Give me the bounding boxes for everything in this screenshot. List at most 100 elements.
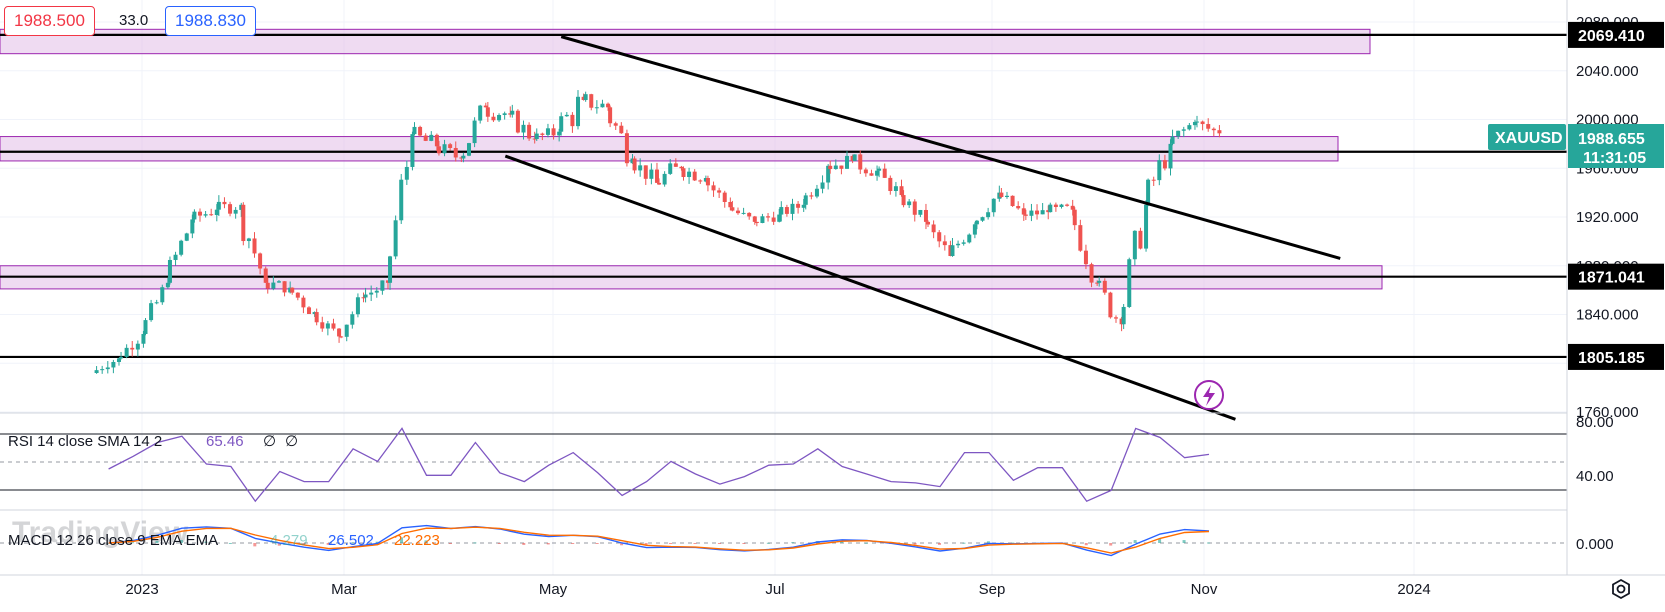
- macd-hist-bar: [1011, 542, 1015, 544]
- candle-body: [233, 209, 238, 214]
- level-tag-text: 2069.410: [1578, 28, 1645, 45]
- candle-body: [852, 154, 857, 161]
- candle-body: [1138, 230, 1143, 249]
- candle-body: [638, 165, 643, 171]
- candle-body: [1040, 210, 1045, 215]
- chart-settings-button[interactable]: [1606, 574, 1636, 604]
- macd-hist-bar: [571, 543, 575, 544]
- candle-body: [423, 135, 428, 141]
- candle-body: [307, 307, 312, 315]
- rsi-pane: RSI 14 close SMA 14 2 65.46 ∅ ∅: [0, 412, 1570, 503]
- candle-body: [594, 107, 599, 109]
- candle-body: [540, 133, 545, 135]
- macd-hist-bar: [840, 541, 844, 543]
- macd-hist-bar: [131, 542, 135, 544]
- candle-body: [252, 238, 257, 254]
- candle-body: [779, 207, 784, 215]
- candle-body: [790, 203, 795, 214]
- price-axis[interactable]: 2080.0002040.0002000.0001960.0001920.000…: [1488, 0, 1665, 575]
- candle-body: [510, 110, 515, 115]
- gear-icon: [1612, 578, 1630, 600]
- candle-body: [948, 245, 953, 256]
- candle-body: [833, 165, 838, 170]
- candle-body: [1132, 230, 1137, 260]
- time-axis[interactable]: 2023 Mar May Jul Sep Nov 2024: [0, 574, 1665, 612]
- candle-body: [222, 201, 227, 205]
- candle-body: [937, 232, 942, 242]
- candle-body: [1119, 318, 1124, 325]
- macd-hist-bar: [1207, 542, 1211, 544]
- horizontal-levels: [0, 33, 1567, 359]
- candle-body: [410, 134, 415, 167]
- candle-body: [803, 195, 808, 205]
- candle-body: [869, 173, 874, 176]
- current-price-tag: 1988.655 11:31:05: [1568, 124, 1664, 168]
- candle-body: [165, 282, 170, 288]
- candle-body: [1181, 129, 1186, 131]
- candle-body: [119, 356, 124, 359]
- candle-body: [722, 192, 727, 202]
- candle-body: [1016, 206, 1021, 209]
- candle-body: [888, 177, 893, 191]
- candle-body: [124, 347, 129, 357]
- candle-body: [926, 221, 931, 225]
- candle-body: [692, 171, 697, 181]
- candle-body: [705, 178, 710, 186]
- candle-body: [551, 128, 556, 136]
- candle-body: [997, 192, 1002, 199]
- time-label-nov: Nov: [1191, 581, 1218, 598]
- candle-body: [173, 254, 178, 260]
- time-label-sep: Sep: [979, 581, 1006, 598]
- time-label-2023: 2023: [125, 581, 158, 598]
- signal-line: [108, 526, 1210, 554]
- candle-body: [461, 155, 466, 159]
- candle-body: [907, 201, 912, 206]
- candle-body: [412, 126, 417, 135]
- lightning-icon[interactable]: [1194, 380, 1224, 410]
- candle-body: [515, 110, 520, 133]
- macd-histogram-value: 4.279: [270, 532, 308, 549]
- candle-body: [361, 297, 366, 299]
- bid-price-button[interactable]: 1988.500: [4, 6, 95, 36]
- macd-hist-bar: [644, 543, 648, 546]
- candle-body: [355, 297, 360, 315]
- candle-body: [796, 203, 801, 208]
- candle-body: [545, 128, 550, 135]
- current-price: 1988.655: [1578, 131, 1645, 148]
- candle-body: [1168, 143, 1173, 169]
- candle-body: [777, 214, 782, 222]
- candle-body: [972, 224, 977, 235]
- candle-body: [1053, 204, 1058, 208]
- candle-body: [974, 220, 979, 225]
- candle-body: [784, 207, 789, 214]
- candle-body: [814, 188, 819, 197]
- candle-body: [875, 170, 880, 176]
- candle-body: [681, 168, 686, 178]
- ask-price-button[interactable]: 1988.830: [165, 6, 256, 36]
- candle-body: [1046, 210, 1051, 213]
- candle-body: [942, 241, 947, 246]
- candle-body: [135, 343, 140, 350]
- candle-body: [312, 312, 317, 315]
- candle-body: [608, 107, 613, 124]
- macd-hist-bar: [669, 543, 673, 544]
- macd-value: 26.502: [328, 532, 374, 549]
- macd-hist-bar: [962, 542, 966, 544]
- level-tag-bg: [1568, 343, 1664, 370]
- price-tick: 1920.000: [1576, 209, 1639, 226]
- candle-body: [214, 209, 219, 216]
- candle-body: [184, 233, 189, 241]
- price-tick: 1840.000: [1576, 307, 1639, 324]
- candle-body: [589, 94, 594, 108]
- macd-hist-bar: [375, 541, 379, 543]
- macd-hist-bar: [791, 542, 795, 544]
- candle-body: [606, 103, 611, 108]
- candle-body: [643, 165, 648, 179]
- candle-body: [143, 320, 148, 334]
- candle-body: [752, 216, 757, 222]
- candle-body: [760, 216, 765, 223]
- candle-body: [698, 180, 703, 182]
- candle-body: [1187, 125, 1192, 130]
- candle-body: [657, 182, 662, 185]
